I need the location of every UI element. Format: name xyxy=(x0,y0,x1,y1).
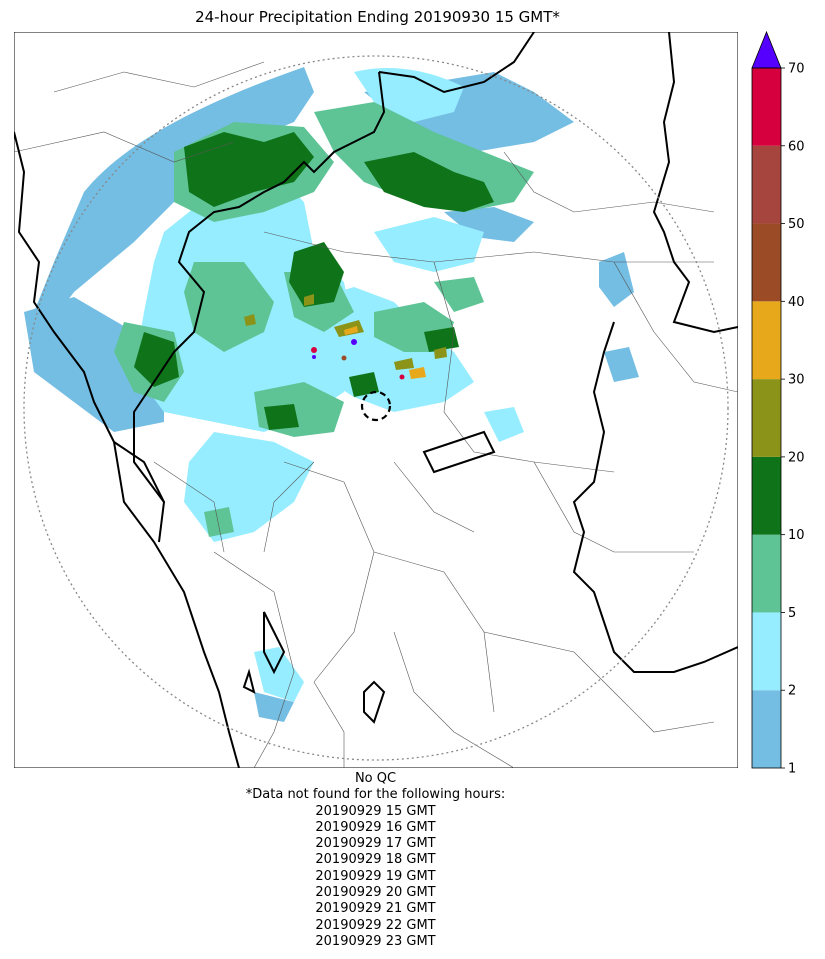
missing-data-header: *Data not found for the following hours: xyxy=(245,787,506,803)
precip-10-20 xyxy=(134,132,494,430)
chart-notes: No QC *Data not found for the following … xyxy=(0,771,751,950)
colorbar-frame xyxy=(751,67,782,769)
colorbar-segment xyxy=(752,379,781,457)
state-borders xyxy=(14,32,738,768)
colorbar-tick-label: 30 xyxy=(788,373,805,388)
missing-hour: 20190929 17 GMT xyxy=(315,836,436,852)
colorbar-segment xyxy=(752,690,781,768)
missing-hour: 20190929 15 GMT xyxy=(315,803,436,819)
district-borders xyxy=(14,61,738,768)
qc-note: No QC xyxy=(354,771,397,786)
colorbar-segment xyxy=(752,68,781,146)
colorbar-segment xyxy=(752,145,781,224)
colorbar-tick-label: 5 xyxy=(788,606,796,621)
missing-hour: 20190929 21 GMT xyxy=(315,901,436,917)
missing-hour: 20190929 19 GMT xyxy=(315,868,436,884)
precipitation-map xyxy=(14,32,738,768)
missing-hour: 20190929 23 GMT xyxy=(315,933,436,949)
colorbar-extend-arrow xyxy=(751,30,782,69)
precip-heavy xyxy=(311,339,405,380)
colorbar-tick-label: 60 xyxy=(788,139,805,154)
colorbar-tick-label: 20 xyxy=(788,450,805,465)
colorbar-tick-label: 10 xyxy=(788,528,805,543)
colorbar-tick-label: 40 xyxy=(788,295,805,310)
radar-site-ring xyxy=(360,390,392,422)
missing-hour: 20190929 22 GMT xyxy=(315,917,436,933)
colorbar-tick-label: 70 xyxy=(788,62,805,77)
colorbar-segment xyxy=(752,534,781,613)
colorbar-tick-label: 1 xyxy=(788,762,796,777)
colorbar-tick-label: 50 xyxy=(788,217,805,232)
colorbar-segment xyxy=(752,301,781,380)
missing-hour: 20190929 18 GMT xyxy=(315,852,436,868)
missing-hour: 20190929 16 GMT xyxy=(315,819,436,835)
precip-20-40 xyxy=(244,294,447,379)
colorbar-tick-label: 2 xyxy=(788,684,796,699)
colorbar-segment xyxy=(752,223,781,302)
colorbar-segment xyxy=(752,456,781,535)
colorbar-segments xyxy=(752,68,781,768)
colorbar-segment xyxy=(752,612,781,691)
missing-hour: 20190929 20 GMT xyxy=(315,885,436,901)
radar-range-ring xyxy=(23,55,729,761)
colorbar-ticks: 1 2 5 10 20 30 40 50 60 70 xyxy=(781,62,805,777)
chart-title: 24-hour Precipitation Ending 20190930 15… xyxy=(195,8,560,26)
colorbar: 1 2 5 10 20 30 40 50 60 70 xyxy=(751,30,805,777)
